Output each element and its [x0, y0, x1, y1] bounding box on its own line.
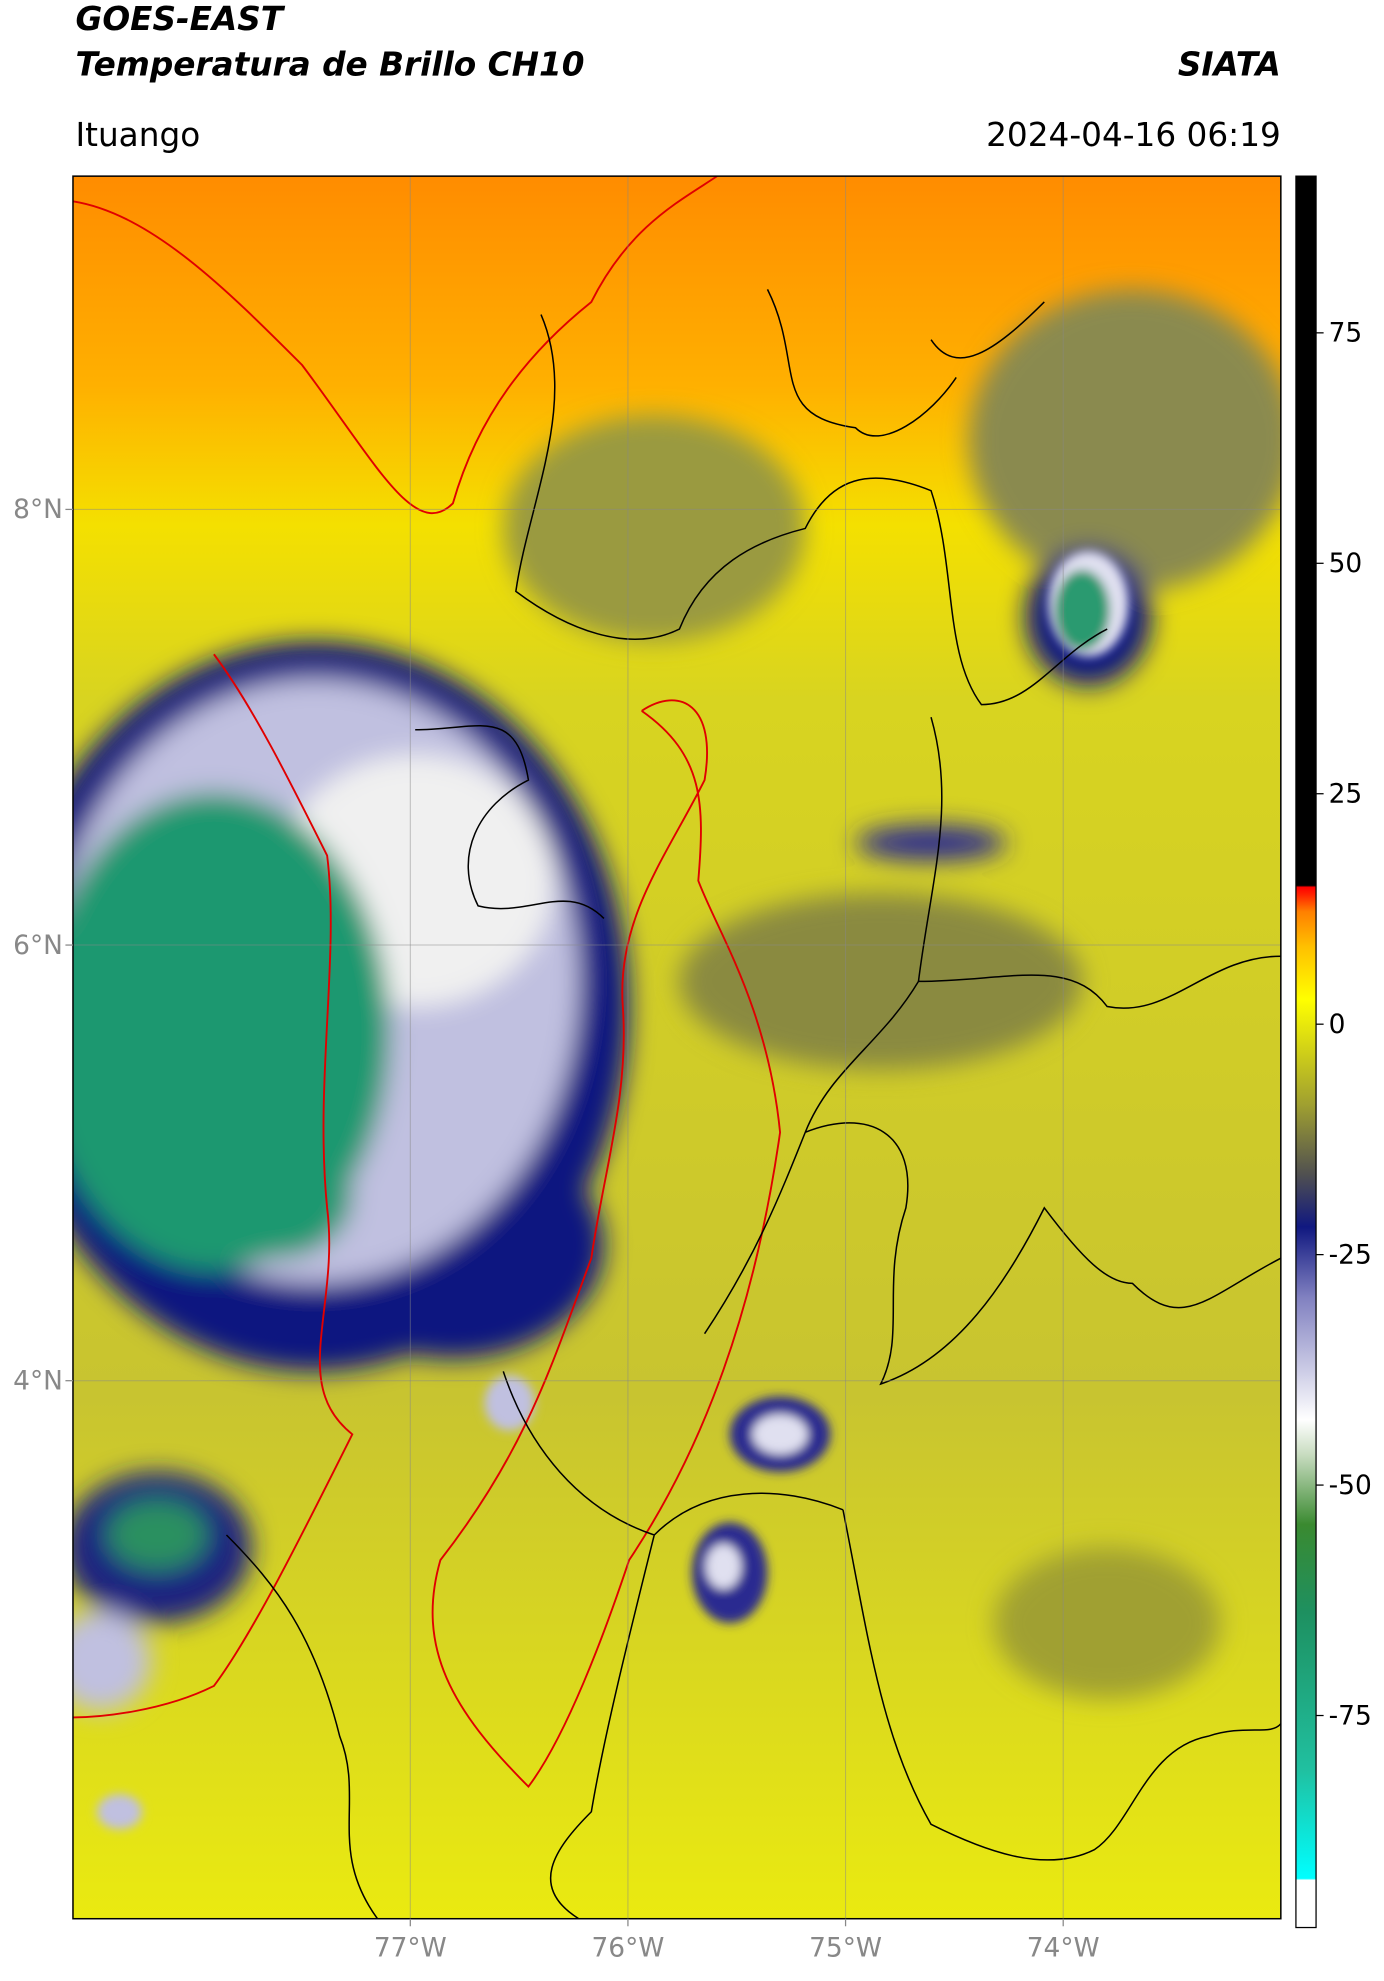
grid	[72, 176, 1281, 1919]
colorbar-tick-label: -25	[1329, 1239, 1372, 1270]
source: SIATA	[1178, 45, 1281, 83]
colorbar-tick-label: -50	[1329, 1470, 1372, 1501]
location: Ituango	[75, 116, 200, 154]
title-line2: Temperatura de Brillo CH10	[75, 45, 584, 83]
lat-tick-label: 4°N	[13, 1366, 63, 1397]
lon-tick-label: 76°W	[591, 1932, 664, 1963]
lon-tick-label: 74°W	[1027, 1932, 1100, 1963]
colorbar-tick-label: -75	[1329, 1700, 1372, 1731]
lon-tick-label: 77°W	[374, 1932, 447, 1963]
lat-tick-label: 8°N	[13, 494, 63, 525]
lon-tick-label: 75°W	[809, 1932, 882, 1963]
colorbar-tick-label: 25	[1329, 779, 1363, 810]
lat-tick-label: 6°N	[13, 930, 63, 961]
map-frame	[72, 175, 1282, 1920]
datetime: 2024-04-16 06:19	[986, 116, 1281, 154]
map-image	[72, 176, 1281, 1919]
colorbar-tick-label: 75	[1329, 318, 1363, 349]
title-line1: GOES-EAST	[75, 0, 285, 38]
colorbar-tick-label: 50	[1329, 548, 1363, 579]
colorbar-tick-label: 0	[1329, 1009, 1346, 1040]
colorbar	[1295, 175, 1317, 1929]
